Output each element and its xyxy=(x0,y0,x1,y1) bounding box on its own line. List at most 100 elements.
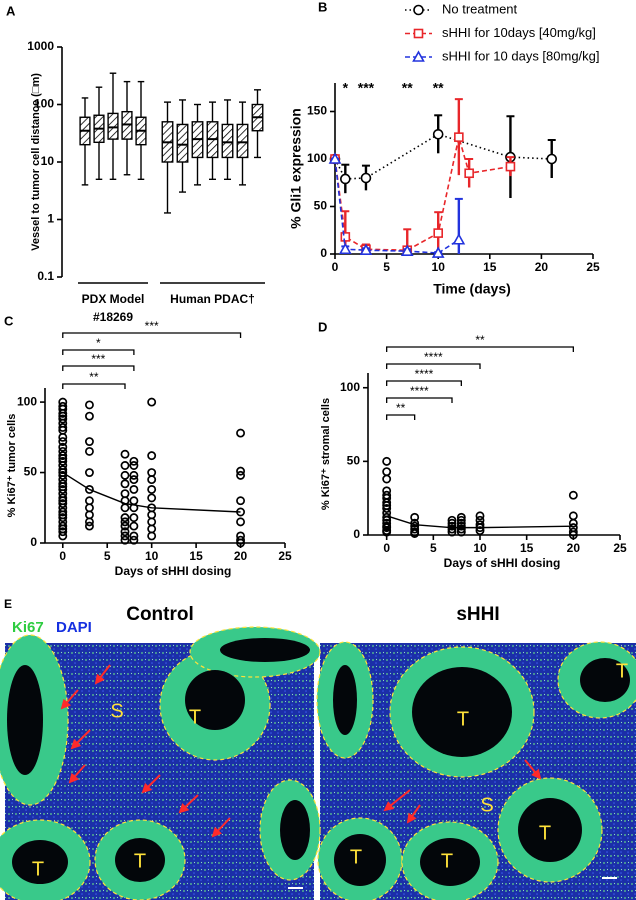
gland-lumens xyxy=(7,638,630,886)
y-axis-label: Vessel to tumor cell distance (□m) xyxy=(30,73,42,251)
point xyxy=(58,493,68,503)
point xyxy=(447,518,457,528)
point xyxy=(447,527,457,537)
y-tick-label: 0 xyxy=(353,527,360,541)
point xyxy=(382,527,392,537)
point xyxy=(236,517,246,527)
marker xyxy=(413,28,424,39)
point xyxy=(129,475,139,485)
y-axis-label: % Ki67⁺ tumor cells xyxy=(6,414,18,518)
point xyxy=(236,466,246,476)
significance: *** xyxy=(91,352,105,366)
x-tick-label: 5 xyxy=(430,541,437,555)
point xyxy=(456,518,466,528)
point xyxy=(84,468,94,477)
point xyxy=(147,524,157,534)
x-tick-label: 5 xyxy=(383,260,390,274)
x-tick-label: 0 xyxy=(332,260,339,274)
point xyxy=(120,489,130,499)
point xyxy=(129,535,139,545)
significance: ** xyxy=(402,80,413,96)
micrographs xyxy=(0,626,636,900)
x-tick-label: 10 xyxy=(432,260,446,274)
point xyxy=(120,521,130,531)
y-tick-label: 100 xyxy=(34,97,54,111)
y-axis-label: % Ki67⁺ stromal cells xyxy=(320,398,332,510)
region-label: T xyxy=(441,850,453,872)
point xyxy=(129,513,139,523)
mean-line xyxy=(62,471,241,513)
y-tick-label: 100 xyxy=(340,380,360,394)
panel-letter: D xyxy=(318,319,327,334)
point xyxy=(456,512,466,522)
point xyxy=(147,397,157,407)
significance: ** xyxy=(396,401,406,415)
marker xyxy=(340,232,351,242)
point xyxy=(84,446,94,456)
x-tick-label: 25 xyxy=(586,260,600,274)
point xyxy=(147,468,157,477)
point xyxy=(568,530,578,540)
bracket xyxy=(62,349,135,355)
bracket xyxy=(386,414,416,420)
point xyxy=(568,527,578,537)
region-label: T xyxy=(189,706,201,728)
point xyxy=(58,414,68,424)
point xyxy=(84,510,94,520)
y-tick-label: 150 xyxy=(307,104,327,118)
significance: ** xyxy=(89,370,99,384)
point xyxy=(58,451,68,461)
bracket xyxy=(62,383,126,389)
region-label: T xyxy=(32,858,44,880)
x-tick-label: 5 xyxy=(104,549,111,563)
point xyxy=(382,474,392,484)
significance: **** xyxy=(410,384,429,398)
series-line xyxy=(334,158,460,254)
series-line xyxy=(334,133,552,180)
point xyxy=(568,490,578,500)
panel-letter: C xyxy=(4,313,14,328)
marker xyxy=(338,242,352,255)
point xyxy=(147,517,157,527)
box xyxy=(176,123,189,163)
marker xyxy=(452,233,466,245)
point xyxy=(58,527,68,537)
point xyxy=(410,524,420,534)
point xyxy=(236,428,246,438)
point xyxy=(236,496,246,506)
point xyxy=(447,524,457,534)
point xyxy=(129,470,139,480)
region-label: T xyxy=(616,660,628,682)
point xyxy=(84,496,94,506)
group-label: #18269 xyxy=(93,310,133,324)
group-label: PDX Model xyxy=(82,292,145,306)
marker xyxy=(360,172,372,184)
x-axis-label: Time (days) xyxy=(433,281,511,297)
point xyxy=(129,496,139,506)
significance: **** xyxy=(415,367,434,381)
marker xyxy=(413,4,424,16)
significance: ** xyxy=(475,333,485,347)
point xyxy=(456,521,466,531)
x-tick-label: 15 xyxy=(483,260,497,274)
point xyxy=(84,411,94,421)
point xyxy=(58,499,68,508)
point xyxy=(58,521,68,531)
marker xyxy=(432,129,444,140)
mean-line xyxy=(386,515,574,529)
x-tick-label: 10 xyxy=(473,541,487,555)
significance: * xyxy=(96,336,101,350)
point xyxy=(58,408,68,418)
point xyxy=(58,432,68,442)
marker xyxy=(546,153,558,165)
marker xyxy=(400,244,414,256)
point xyxy=(120,503,130,513)
panel-letter: A xyxy=(6,3,16,18)
point xyxy=(456,515,466,525)
point xyxy=(147,451,157,461)
marker xyxy=(431,246,445,258)
point xyxy=(147,510,157,520)
y-tick-label: 50 xyxy=(24,465,38,479)
point xyxy=(58,456,68,466)
